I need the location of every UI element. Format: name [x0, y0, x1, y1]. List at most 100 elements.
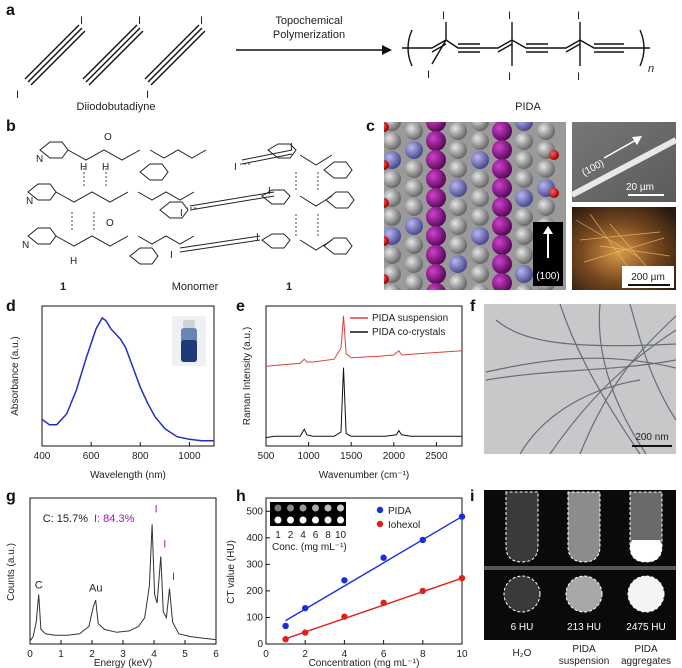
panel-label-a: a [6, 2, 15, 19]
chart-g-annotation-i: I: 84.3% [94, 513, 135, 525]
atom-sphere [471, 151, 489, 169]
atom-sphere [384, 246, 401, 264]
oxygen-sphere [384, 122, 389, 132]
arrow-label-1: Topochemical [275, 15, 342, 27]
atom-sphere [492, 273, 512, 290]
chart-h-xtick-label: 4 [342, 649, 348, 660]
atom-n-2: N [26, 196, 33, 207]
chart-h-inset-conc-label: 6 [313, 530, 319, 541]
panel-label-c: c [366, 118, 375, 135]
chart-h-point [458, 513, 466, 520]
chart-h-inset-dot [274, 504, 282, 512]
chart-d-xtick-label: 800 [132, 451, 149, 462]
chart-d-xtick-label: 600 [83, 451, 100, 462]
chart-h-xtick-label: 6 [381, 649, 387, 660]
panel-label-d: d [6, 298, 16, 315]
panel-a-scheme: I I I I I Topochemical Polymerization Di… [16, 10, 654, 113]
atom-sphere [515, 132, 533, 150]
chart-h-inset-dot [287, 516, 294, 524]
atom-sphere [515, 170, 533, 188]
atom-sphere [515, 208, 533, 226]
atom-sphere [426, 150, 446, 170]
oxygen-sphere [384, 274, 389, 284]
chart-e-legend-1: PIDA co-crystals [372, 327, 445, 338]
tem-scale-label: 200 nm [635, 432, 668, 443]
atom-sphere [405, 217, 423, 235]
monomer-iodine-2: I [138, 15, 141, 27]
atom-sphere [515, 246, 533, 264]
chart-h-inset-dot [287, 504, 294, 512]
atom-sphere [426, 131, 446, 151]
reaction-arrowhead [382, 45, 392, 55]
atom-i-4: I [268, 186, 271, 197]
atom-sphere [537, 198, 555, 216]
atom-sphere [471, 284, 489, 290]
atom-n-1: N [36, 154, 43, 165]
chart-g-xtick-label: 3 [120, 649, 126, 660]
chart-g-xlabel: Energy (keV) [94, 658, 152, 668]
chart-g-xtick-label: 1 [58, 649, 64, 660]
atom-sphere [471, 132, 489, 150]
disc-suspension [565, 575, 603, 613]
chart-h-point [302, 629, 309, 636]
chart-h-point [419, 536, 426, 544]
chart-h-ytick-label: 0 [257, 639, 263, 650]
atom-sphere [471, 265, 489, 283]
chart-h-point [282, 636, 289, 643]
chart-h-ytick-label: 200 [246, 586, 263, 597]
oxygen-sphere [549, 188, 559, 198]
chart-e-xtick-label: 2500 [425, 451, 448, 462]
atom-sphere [492, 159, 512, 179]
chart-h-inset-dot [324, 504, 332, 512]
chart-h-inset-conc-label: 1 [275, 530, 281, 541]
polymer-iodine-2: I [508, 10, 511, 22]
atom-sphere [426, 283, 446, 290]
optical-scale-label: 200 µm [631, 272, 665, 283]
chart-e-xtick-label: 1500 [340, 451, 363, 462]
atom-sphere [492, 216, 512, 236]
chart-h-legend-0: PIDA [388, 506, 412, 517]
atom-sphere [426, 188, 446, 208]
atom-sphere [384, 284, 401, 290]
atom-sphere [471, 208, 489, 226]
atom-sphere [405, 198, 423, 216]
atom-sphere [492, 122, 512, 141]
atom-sphere [537, 122, 555, 140]
atom-sphere [405, 122, 423, 140]
polymer-name: PIDA [515, 101, 541, 113]
chart-h-xtick-label: 2 [302, 649, 308, 660]
atom-sphere [426, 122, 446, 132]
atom-sphere [405, 179, 423, 197]
chart-h-inset-dot [337, 516, 344, 524]
chart-h-ytick-label: 400 [246, 533, 263, 544]
chart-e-xtick-label: 1000 [297, 451, 320, 462]
chart-e-legend-0: PIDA suspension [372, 313, 448, 324]
atom-sphere [449, 179, 467, 197]
panel-label-h: h [236, 488, 246, 505]
chart-g-xtick-label: 5 [182, 649, 188, 660]
atom-o-2: O [106, 218, 114, 229]
chart-h-point [302, 604, 309, 612]
label-suspension-1: PIDA [572, 644, 596, 655]
atom-sphere [471, 122, 489, 131]
atom-sphere [405, 274, 423, 290]
disc-aggregates [627, 575, 665, 613]
chart-g-peak-label-3: I [163, 539, 166, 551]
atom-sphere [449, 198, 467, 216]
disc-water [503, 575, 541, 613]
chart-h-xtick-label: 10 [456, 649, 468, 660]
atom-sphere [492, 235, 512, 255]
atom-sphere [384, 170, 401, 188]
chart-e-xtick-label: 500 [258, 451, 275, 462]
atom-sphere [449, 160, 467, 178]
chart-h-inset-dot [324, 516, 332, 524]
atom-sphere [471, 227, 489, 245]
chart-g-xtick-label: 2 [89, 649, 95, 660]
atom-sphere [515, 227, 533, 245]
chart-h-inset [270, 502, 346, 526]
chart-h-frame [265, 497, 463, 645]
atom-sphere [449, 236, 467, 254]
